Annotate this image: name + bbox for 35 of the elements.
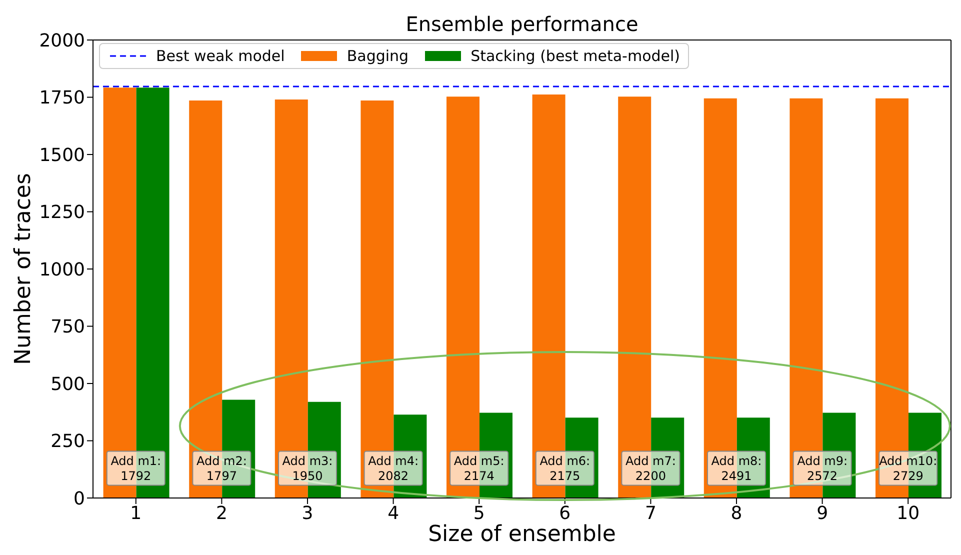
x-tick-label: 9 (816, 502, 828, 524)
annotation: Add m4: 2082 (368, 454, 419, 484)
annotation: Add m5: 2174 (454, 454, 504, 484)
annotation: Add m2: 1797 (196, 454, 247, 484)
y-tick-label: 1500 (39, 144, 85, 166)
chart-title: Ensemble performance (404, 12, 640, 36)
x-tick-label: 4 (388, 502, 400, 524)
legend-label: Best weak model (156, 47, 285, 65)
x-tick-label: 3 (302, 502, 314, 524)
x-tick-label: 10 (896, 502, 920, 524)
annotation: Add m10: 2729 (879, 454, 938, 484)
y-tick-label: 1250 (39, 202, 85, 224)
y-axis-title: Number of traces (11, 173, 36, 365)
y-tick-label: 250 (50, 431, 85, 452)
annotation: Add m7: 2200 (625, 454, 676, 484)
annotation: Add m9: 2572 (797, 454, 848, 484)
y-tick-label: 0 (74, 488, 85, 510)
x-tick-label: 5 (473, 502, 485, 524)
y-tick-label: 2000 (39, 30, 85, 52)
y-tick-label: 500 (50, 374, 85, 395)
legend-label: Bagging (346, 47, 409, 65)
x-tick-label: 2 (216, 502, 228, 524)
legend-label: Stacking (best meta-model) (470, 47, 680, 65)
x-axis-title: Size of ensemble (428, 522, 616, 547)
y-tick-label: 1750 (39, 88, 85, 109)
x-tick-label: 8 (730, 502, 742, 524)
y-tick-label: 1000 (39, 259, 85, 280)
x-tick-label: 6 (559, 502, 571, 524)
annotation: Add m3: 1950 (282, 454, 333, 484)
y-tick-label: 750 (50, 316, 85, 338)
annotation: Add m8: 2491 (711, 454, 762, 484)
annotation: Add m6: 2175 (540, 454, 590, 484)
annotation: Add m1: 1792 (110, 454, 162, 484)
x-tick-label: 7 (644, 502, 656, 524)
x-tick-label: 1 (130, 502, 142, 524)
